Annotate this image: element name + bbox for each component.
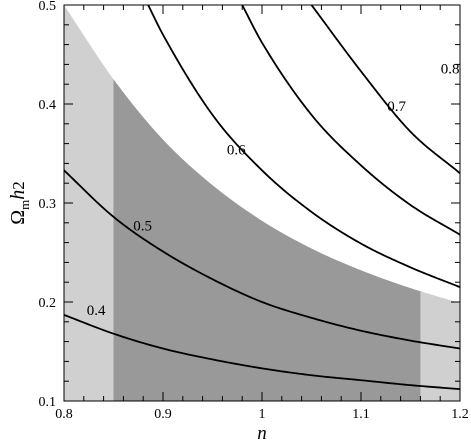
contour-labels: 0.4 0.5 0.6 0.7 0.8 (87, 61, 460, 319)
x-tick-label: 0.9 (154, 407, 172, 422)
x-tick-label: 0.8 (55, 407, 73, 422)
axis-ticks (63, 4, 461, 402)
contour-lines (64, 5, 460, 391)
y-axis-label-omega: Ω (7, 210, 29, 225)
y-axis-label: Ωmh2 (7, 181, 32, 225)
contour-label-0-7: 0.7 (387, 99, 406, 115)
y-tick-label: 0.5 (39, 0, 57, 14)
y-axis-label-exponent: 2 (9, 181, 28, 190)
contour-label-0-8: 0.8 (441, 61, 460, 77)
y-axis-label-h: h (7, 190, 29, 200)
y-tick-label: 0.2 (39, 296, 57, 311)
contour-line-0-7 (241, 5, 460, 236)
y-tick-label: 0.1 (39, 395, 57, 410)
contour-label-0-5: 0.5 (133, 219, 152, 235)
x-tick-label: 1.2 (451, 407, 469, 422)
x-tick-label: 1.1 (352, 407, 370, 422)
dark-region (113, 79, 421, 401)
contour-label-0-4: 0.4 (87, 303, 106, 319)
contour-line-0-8 (310, 5, 460, 174)
x-tick-label: 1 (259, 407, 266, 422)
y-tick-label: 0.4 (39, 98, 57, 113)
contour-line-0-6 (147, 5, 460, 288)
contour-line-0-4 (64, 314, 460, 391)
y-axis-label-subscript: m (17, 200, 32, 210)
y-tick-label: 0.3 (39, 197, 57, 212)
x-axis-label: n (257, 423, 267, 444)
contour-line-0-5 (64, 169, 460, 350)
contour-label-0-6: 0.6 (227, 142, 246, 158)
tick-labels: 0.8 0.9 1 1.1 1.2 0.1 0.2 0.3 0.4 0.5 (39, 0, 469, 422)
shaded-regions (64, 5, 460, 401)
